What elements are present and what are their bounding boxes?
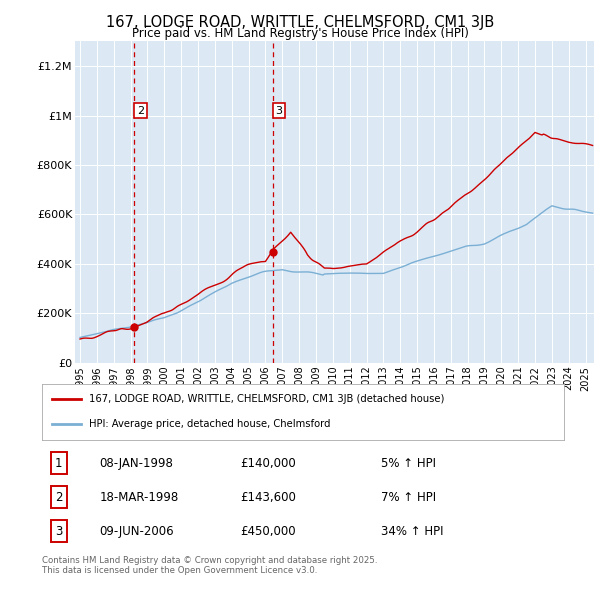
- Text: 2: 2: [55, 491, 62, 504]
- Text: 18-MAR-1998: 18-MAR-1998: [100, 491, 179, 504]
- Text: 08-JAN-1998: 08-JAN-1998: [100, 457, 173, 470]
- Text: 1: 1: [55, 457, 62, 470]
- Text: 167, LODGE ROAD, WRITTLE, CHELMSFORD, CM1 3JB (detached house): 167, LODGE ROAD, WRITTLE, CHELMSFORD, CM…: [89, 394, 445, 404]
- Text: 7% ↑ HPI: 7% ↑ HPI: [382, 491, 436, 504]
- Text: £450,000: £450,000: [241, 525, 296, 538]
- Text: £140,000: £140,000: [241, 457, 296, 470]
- Text: 167, LODGE ROAD, WRITTLE, CHELMSFORD, CM1 3JB: 167, LODGE ROAD, WRITTLE, CHELMSFORD, CM…: [106, 15, 494, 30]
- Text: 2: 2: [137, 106, 144, 116]
- Text: 09-JUN-2006: 09-JUN-2006: [100, 525, 174, 538]
- Text: £143,600: £143,600: [241, 491, 296, 504]
- Text: 34% ↑ HPI: 34% ↑ HPI: [382, 525, 444, 538]
- Text: 5% ↑ HPI: 5% ↑ HPI: [382, 457, 436, 470]
- Text: 3: 3: [55, 525, 62, 538]
- Text: HPI: Average price, detached house, Chelmsford: HPI: Average price, detached house, Chel…: [89, 419, 331, 430]
- Text: Contains HM Land Registry data © Crown copyright and database right 2025.
This d: Contains HM Land Registry data © Crown c…: [42, 556, 377, 575]
- Text: 3: 3: [275, 106, 283, 116]
- Text: Price paid vs. HM Land Registry's House Price Index (HPI): Price paid vs. HM Land Registry's House …: [131, 27, 469, 40]
